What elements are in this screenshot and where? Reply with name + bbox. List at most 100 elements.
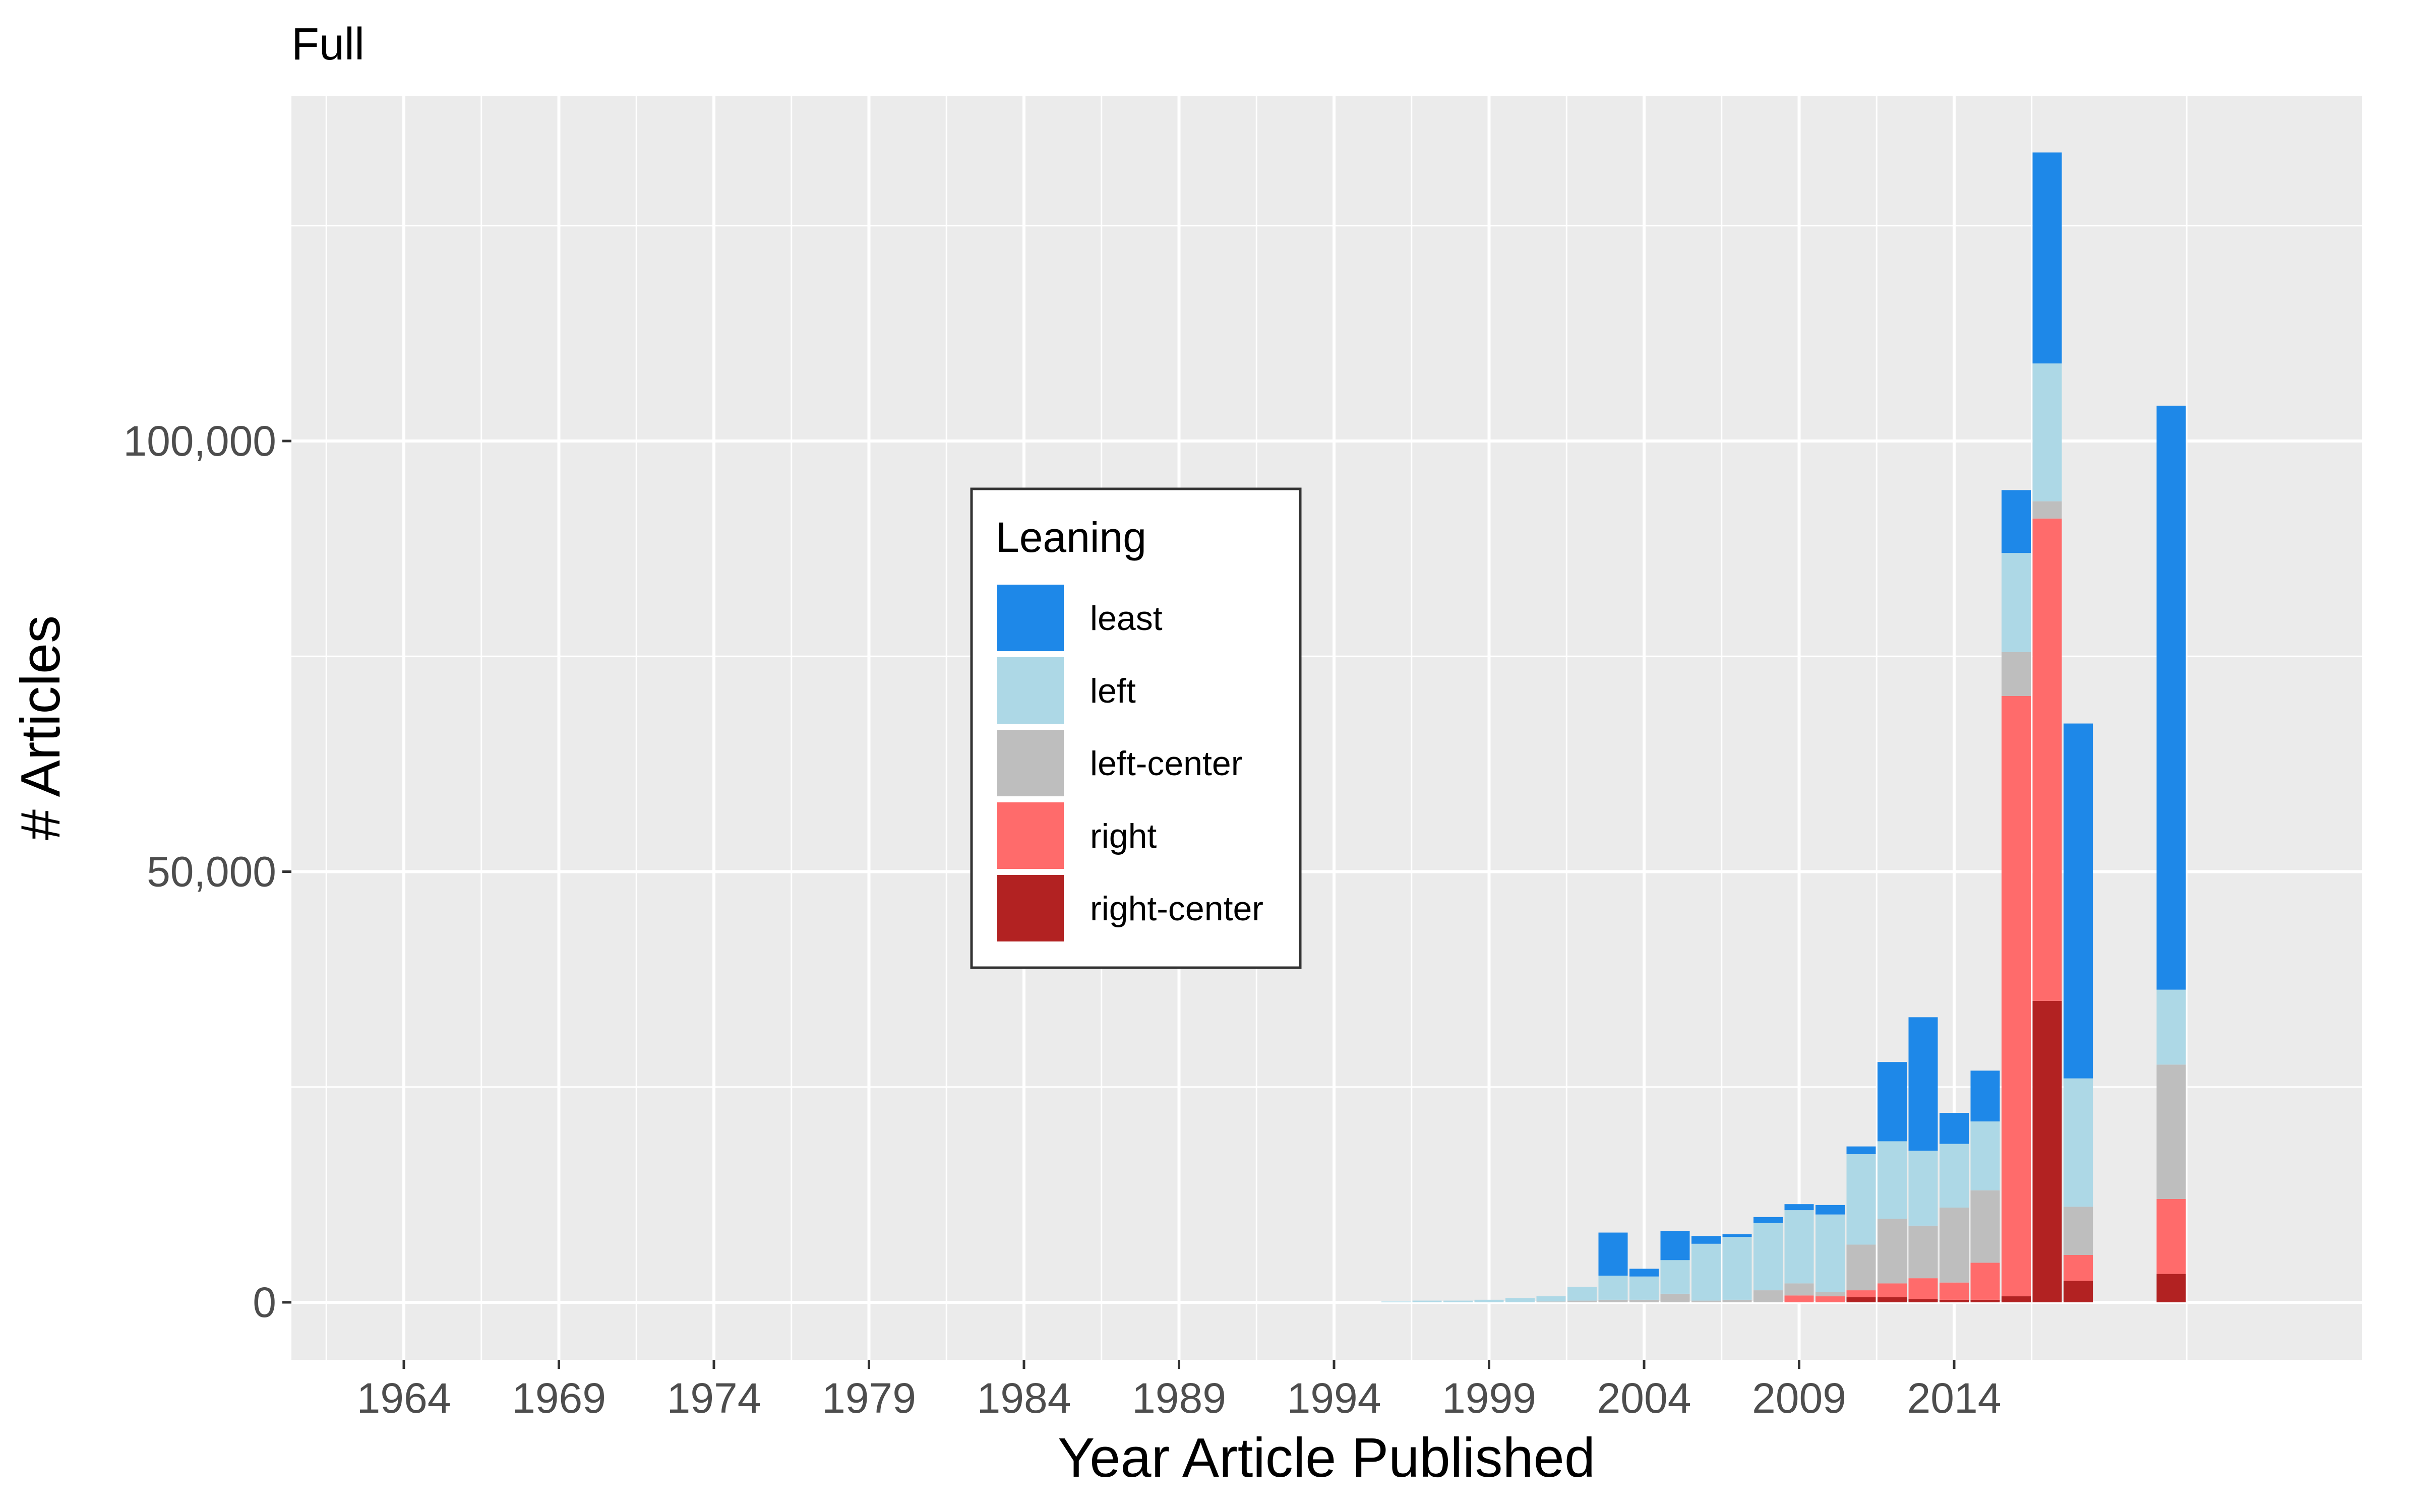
legend-title: Leaning — [996, 514, 1146, 561]
bar-left-1996 — [1381, 1301, 1411, 1302]
x-tick-label: 2009 — [1752, 1374, 1846, 1422]
bar-right-2021 — [2156, 1199, 2186, 1274]
bar-right-center-2021 — [2156, 1274, 2186, 1302]
legend-label-right: right — [1090, 817, 1157, 855]
bar-right-center-2018 — [2064, 1281, 2093, 1302]
bar-right-2018 — [2064, 1255, 2093, 1281]
bar-left-center-2015 — [1970, 1190, 2000, 1263]
bar-least-2015 — [1970, 1070, 2000, 1122]
y-tick-label: 0 — [253, 1279, 276, 1326]
bar-right-center-2012 — [1878, 1297, 1907, 1302]
bar-left-center-2012 — [1878, 1219, 1907, 1284]
legend-swatch-right-center — [997, 875, 1064, 941]
bar-left-2010 — [1816, 1214, 1845, 1292]
x-tick-label: 1989 — [1132, 1374, 1226, 1422]
bar-left-2016 — [2002, 553, 2031, 652]
y-tick-label: 50,000 — [147, 848, 276, 896]
legend-swatch-left-center — [997, 730, 1064, 796]
bar-right-center-2014 — [1940, 1299, 1969, 1302]
y-axis-title: # Articles — [10, 615, 72, 840]
bar-left-2002 — [1567, 1287, 1597, 1301]
x-tick-label: 1969 — [512, 1374, 606, 1422]
chart-title: Full — [291, 19, 365, 70]
bar-least-2009 — [1784, 1204, 1814, 1211]
bar-left-2005 — [1660, 1260, 1690, 1294]
bar-right-2016 — [2002, 696, 2031, 1297]
bar-left-center-2008 — [1753, 1290, 1783, 1302]
bar-least-2011 — [1846, 1146, 1876, 1155]
legend-swatch-least — [997, 585, 1064, 651]
legend-label-left: left — [1090, 672, 1136, 710]
x-axis: 1964 1969 1974 1979 1984 1989 1994 1999 2004 2009… — [357, 1360, 2002, 1422]
bar-left-center-2005 — [1660, 1293, 1690, 1302]
bar-least-2005 — [1660, 1231, 1690, 1261]
bar-left-2007 — [1722, 1237, 1752, 1300]
bar-left-center-2014 — [1940, 1208, 1969, 1283]
bar-right-2013 — [1908, 1278, 1938, 1299]
bar-right-center-2017 — [2032, 1000, 2062, 1302]
y-axis: 0 50,000 100,000 — [123, 417, 291, 1326]
legend-label-right-center: right-center — [1090, 890, 1263, 928]
x-tick-label: 2014 — [1907, 1374, 2002, 1422]
bar-least-2012 — [1878, 1062, 1907, 1142]
bar-left-1997 — [1412, 1300, 1442, 1302]
bar-left-2012 — [1878, 1141, 1907, 1219]
bar-left-2011 — [1846, 1154, 1876, 1245]
bar-least-2003 — [1598, 1232, 1628, 1276]
bar-least-2004 — [1629, 1269, 1659, 1277]
bar-left-center-2021 — [2156, 1064, 2186, 1199]
bar-least-2013 — [1908, 1017, 1938, 1151]
legend-swatch-right — [997, 802, 1064, 869]
bar-left-center-2001 — [1536, 1301, 1566, 1302]
x-tick-label: 1984 — [977, 1374, 1071, 1422]
bar-left-2015 — [1970, 1121, 2000, 1190]
x-tick-label: 1999 — [1442, 1374, 1536, 1422]
bar-left-2021 — [2156, 989, 2186, 1065]
bars — [1381, 152, 2186, 1302]
legend: Leaning least left left-center right right-c… — [970, 487, 1302, 969]
bar-left-1999 — [1474, 1299, 1504, 1302]
bar-left-center-2003 — [1598, 1299, 1628, 1302]
bar-left-2018 — [2064, 1078, 2093, 1207]
bar-left-2014 — [1940, 1144, 1969, 1208]
x-tick-label: 1979 — [822, 1374, 916, 1422]
x-tick-label: 1994 — [1287, 1374, 1381, 1422]
x-tick-label: 1974 — [667, 1374, 761, 1422]
bar-left-center-2013 — [1908, 1225, 1938, 1279]
bar-left-2008 — [1753, 1223, 1783, 1291]
bar-right-2011 — [1846, 1290, 1876, 1297]
bar-left-2000 — [1505, 1298, 1535, 1302]
bar-least-2006 — [1691, 1236, 1721, 1244]
x-tick-label: 1964 — [357, 1374, 451, 1422]
legend-label-left-center: left-center — [1090, 744, 1242, 783]
bar-left-2009 — [1784, 1210, 1814, 1284]
bar-left-center-2009 — [1784, 1283, 1814, 1296]
bar-left-center-2018 — [2064, 1207, 2093, 1255]
legend-swatch-left — [997, 657, 1064, 724]
bar-right-2009 — [1784, 1295, 1814, 1302]
bar-left-center-2011 — [1846, 1244, 1876, 1291]
bar-right-center-2016 — [2002, 1296, 2031, 1302]
y-tick-label: 100,000 — [123, 417, 276, 465]
bar-least-2008 — [1753, 1217, 1783, 1223]
bar-left-center-2010 — [1816, 1292, 1845, 1297]
bar-left-2013 — [1908, 1151, 1938, 1226]
bar-least-2017 — [2032, 152, 2062, 364]
bar-left-center-2002 — [1567, 1300, 1597, 1302]
bar-left-center-2006 — [1691, 1300, 1721, 1302]
bar-left-2001 — [1536, 1296, 1566, 1302]
bar-left-2004 — [1629, 1276, 1659, 1300]
bar-left-1998 — [1443, 1300, 1473, 1302]
bar-right-2017 — [2032, 518, 2062, 1001]
bar-least-2018 — [2064, 723, 2093, 1079]
x-axis-title: Year Article Published — [1058, 1427, 1595, 1489]
bar-right-2015 — [1970, 1263, 2000, 1300]
legend-label-least: least — [1090, 599, 1163, 638]
bar-left-2003 — [1598, 1276, 1628, 1300]
bar-right-center-2011 — [1846, 1297, 1876, 1302]
bar-right-center-2013 — [1908, 1299, 1938, 1302]
bar-left-center-2007 — [1722, 1299, 1752, 1302]
bar-right-2012 — [1878, 1283, 1907, 1297]
bar-left-center-2016 — [2002, 652, 2031, 696]
